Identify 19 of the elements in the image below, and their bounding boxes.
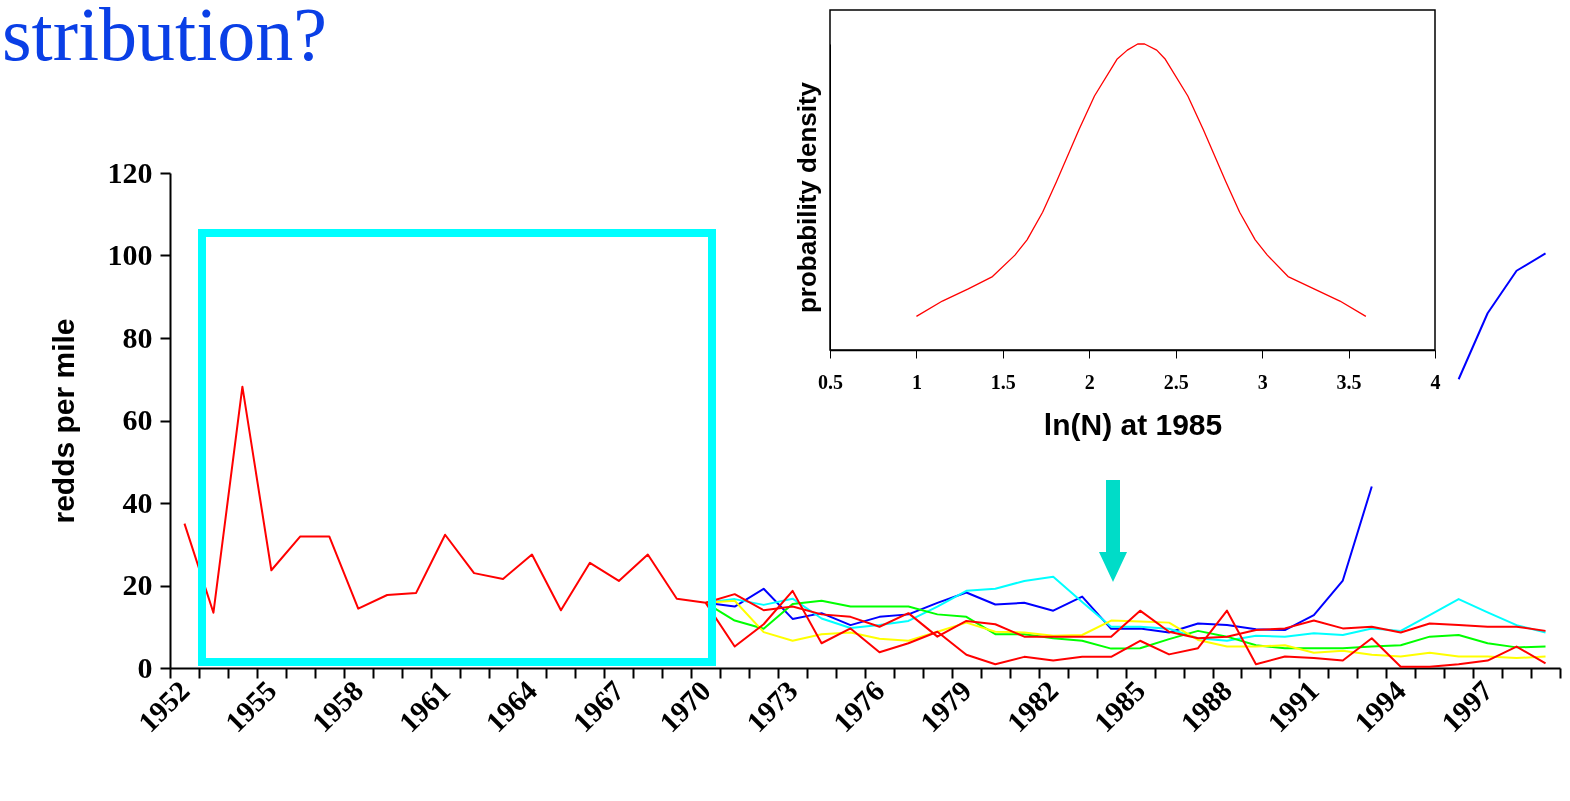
x-tick-label: 1	[911, 370, 922, 393]
x-tick-label: 4	[1430, 370, 1441, 393]
x-tick-label: 3	[1257, 370, 1268, 393]
y-axis-title: probability density	[791, 81, 822, 314]
x-tick-label: 2	[1084, 370, 1095, 393]
y-tick-label: 20	[122, 568, 153, 601]
y-tick-label: 0	[137, 650, 153, 684]
y-tick-label: 80	[122, 320, 153, 354]
y-tick-label: 40	[122, 485, 153, 519]
x-tick-label: 0.5	[818, 370, 843, 393]
x-tick-label: 2.5	[1163, 370, 1189, 393]
y-tick-label: 120	[107, 155, 153, 189]
y-axis-title: redds per mile	[46, 318, 80, 524]
y-tick-label: 100	[107, 238, 153, 271]
x-tick-label: 3.5	[1336, 370, 1362, 393]
y-tick-label: 60	[122, 403, 153, 436]
chart-title: stribution?	[2, 0, 328, 76]
x-axis-title: ln(N) at 1985	[1043, 407, 1223, 441]
x-tick-label: 1.5	[990, 370, 1016, 393]
